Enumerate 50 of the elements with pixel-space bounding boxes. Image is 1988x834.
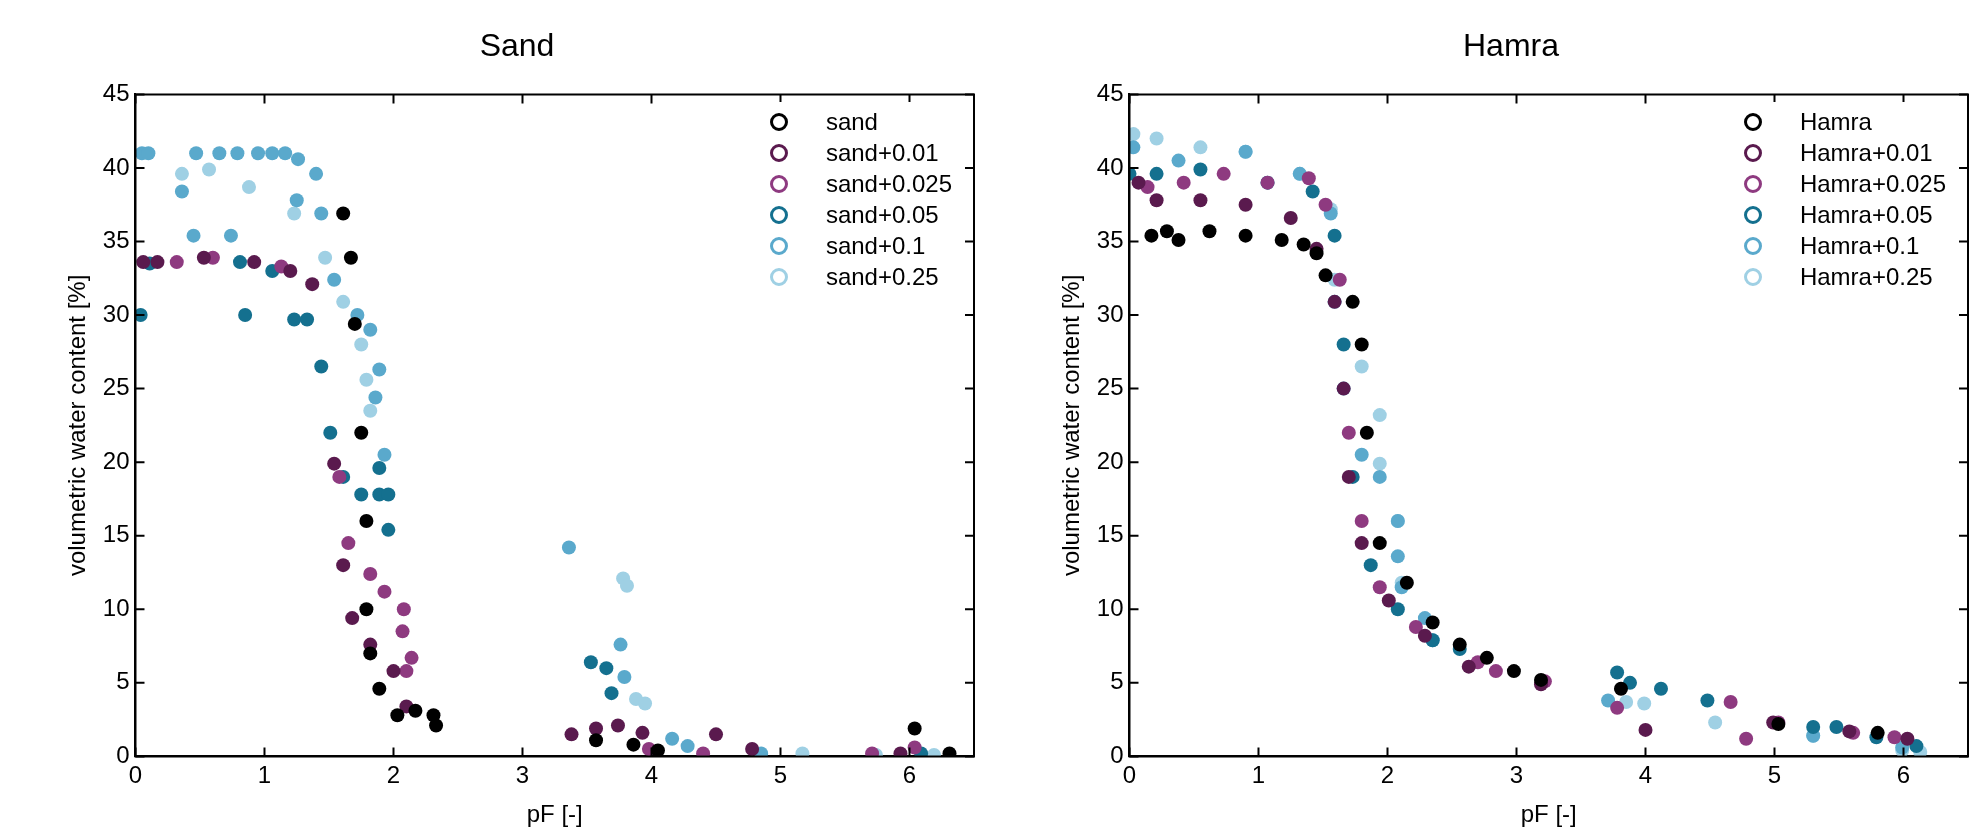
x-tick-label: 6 bbox=[1896, 761, 1911, 789]
y-tick-label: 0 bbox=[116, 741, 130, 769]
x-tick-label: 3 bbox=[1509, 761, 1524, 789]
y-tick-label: 25 bbox=[102, 373, 130, 401]
y-tick-label: 30 bbox=[1096, 299, 1124, 327]
x-tick-label: 3 bbox=[515, 761, 530, 789]
chart-title: Sand bbox=[479, 27, 555, 64]
legend-label: Hamra bbox=[1799, 107, 1872, 138]
x-axis-title: pF [-] bbox=[526, 800, 583, 828]
x-tick-label: 1 bbox=[257, 761, 272, 789]
y-axis-title: volumetric water content [%] bbox=[1057, 274, 1085, 577]
x-tick-label: 2 bbox=[386, 761, 401, 789]
y-tick-label: 40 bbox=[1096, 152, 1124, 180]
x-tick-label: 1 bbox=[1251, 761, 1266, 789]
y-tick-label: 10 bbox=[1096, 593, 1124, 621]
legend-label: sand bbox=[825, 107, 878, 138]
y-tick-label: 10 bbox=[102, 593, 130, 621]
y-tick-label: 45 bbox=[102, 79, 130, 107]
y-tick-label: 30 bbox=[102, 299, 130, 327]
legend-label: sand+0.025 bbox=[825, 169, 952, 200]
legend-label: Hamra+0.01 bbox=[1799, 138, 1933, 169]
x-axis-title: pF [-] bbox=[1520, 800, 1577, 828]
y-tick-label: 15 bbox=[102, 520, 130, 548]
legend-label: sand+0.1 bbox=[825, 231, 926, 262]
y-tick-label: 40 bbox=[102, 152, 130, 180]
y-tick-label: 35 bbox=[102, 226, 130, 254]
legend-label: sand+0.25 bbox=[825, 262, 939, 293]
y-tick-label: 45 bbox=[1096, 79, 1124, 107]
legend-label: Hamra+0.05 bbox=[1799, 200, 1933, 231]
x-tick-label: 4 bbox=[644, 761, 659, 789]
legend-label: Hamra+0.25 bbox=[1799, 262, 1933, 293]
y-tick-label: 20 bbox=[1096, 446, 1124, 474]
chart-title: Hamra bbox=[1462, 27, 1560, 64]
y-tick-label: 35 bbox=[1096, 226, 1124, 254]
y-tick-label: 5 bbox=[1110, 667, 1124, 695]
y-axis-title: volumetric water content [%] bbox=[63, 274, 91, 577]
y-tick-label: 0 bbox=[1110, 741, 1124, 769]
legend-label: Hamra+0.025 bbox=[1799, 169, 1946, 200]
y-tick-label: 25 bbox=[1096, 373, 1124, 401]
x-tick-label: 4 bbox=[1638, 761, 1653, 789]
legend-label: Hamra+0.1 bbox=[1799, 231, 1920, 262]
y-tick-label: 5 bbox=[116, 667, 130, 695]
legend-label: sand+0.01 bbox=[825, 138, 939, 169]
x-tick-label: 5 bbox=[1767, 761, 1782, 789]
legend-label: sand+0.05 bbox=[825, 200, 939, 231]
y-tick-label: 20 bbox=[102, 446, 130, 474]
x-tick-label: 2 bbox=[1380, 761, 1395, 789]
y-tick-label: 15 bbox=[1096, 520, 1124, 548]
x-tick-label: 6 bbox=[902, 761, 917, 789]
x-tick-label: 5 bbox=[773, 761, 788, 789]
